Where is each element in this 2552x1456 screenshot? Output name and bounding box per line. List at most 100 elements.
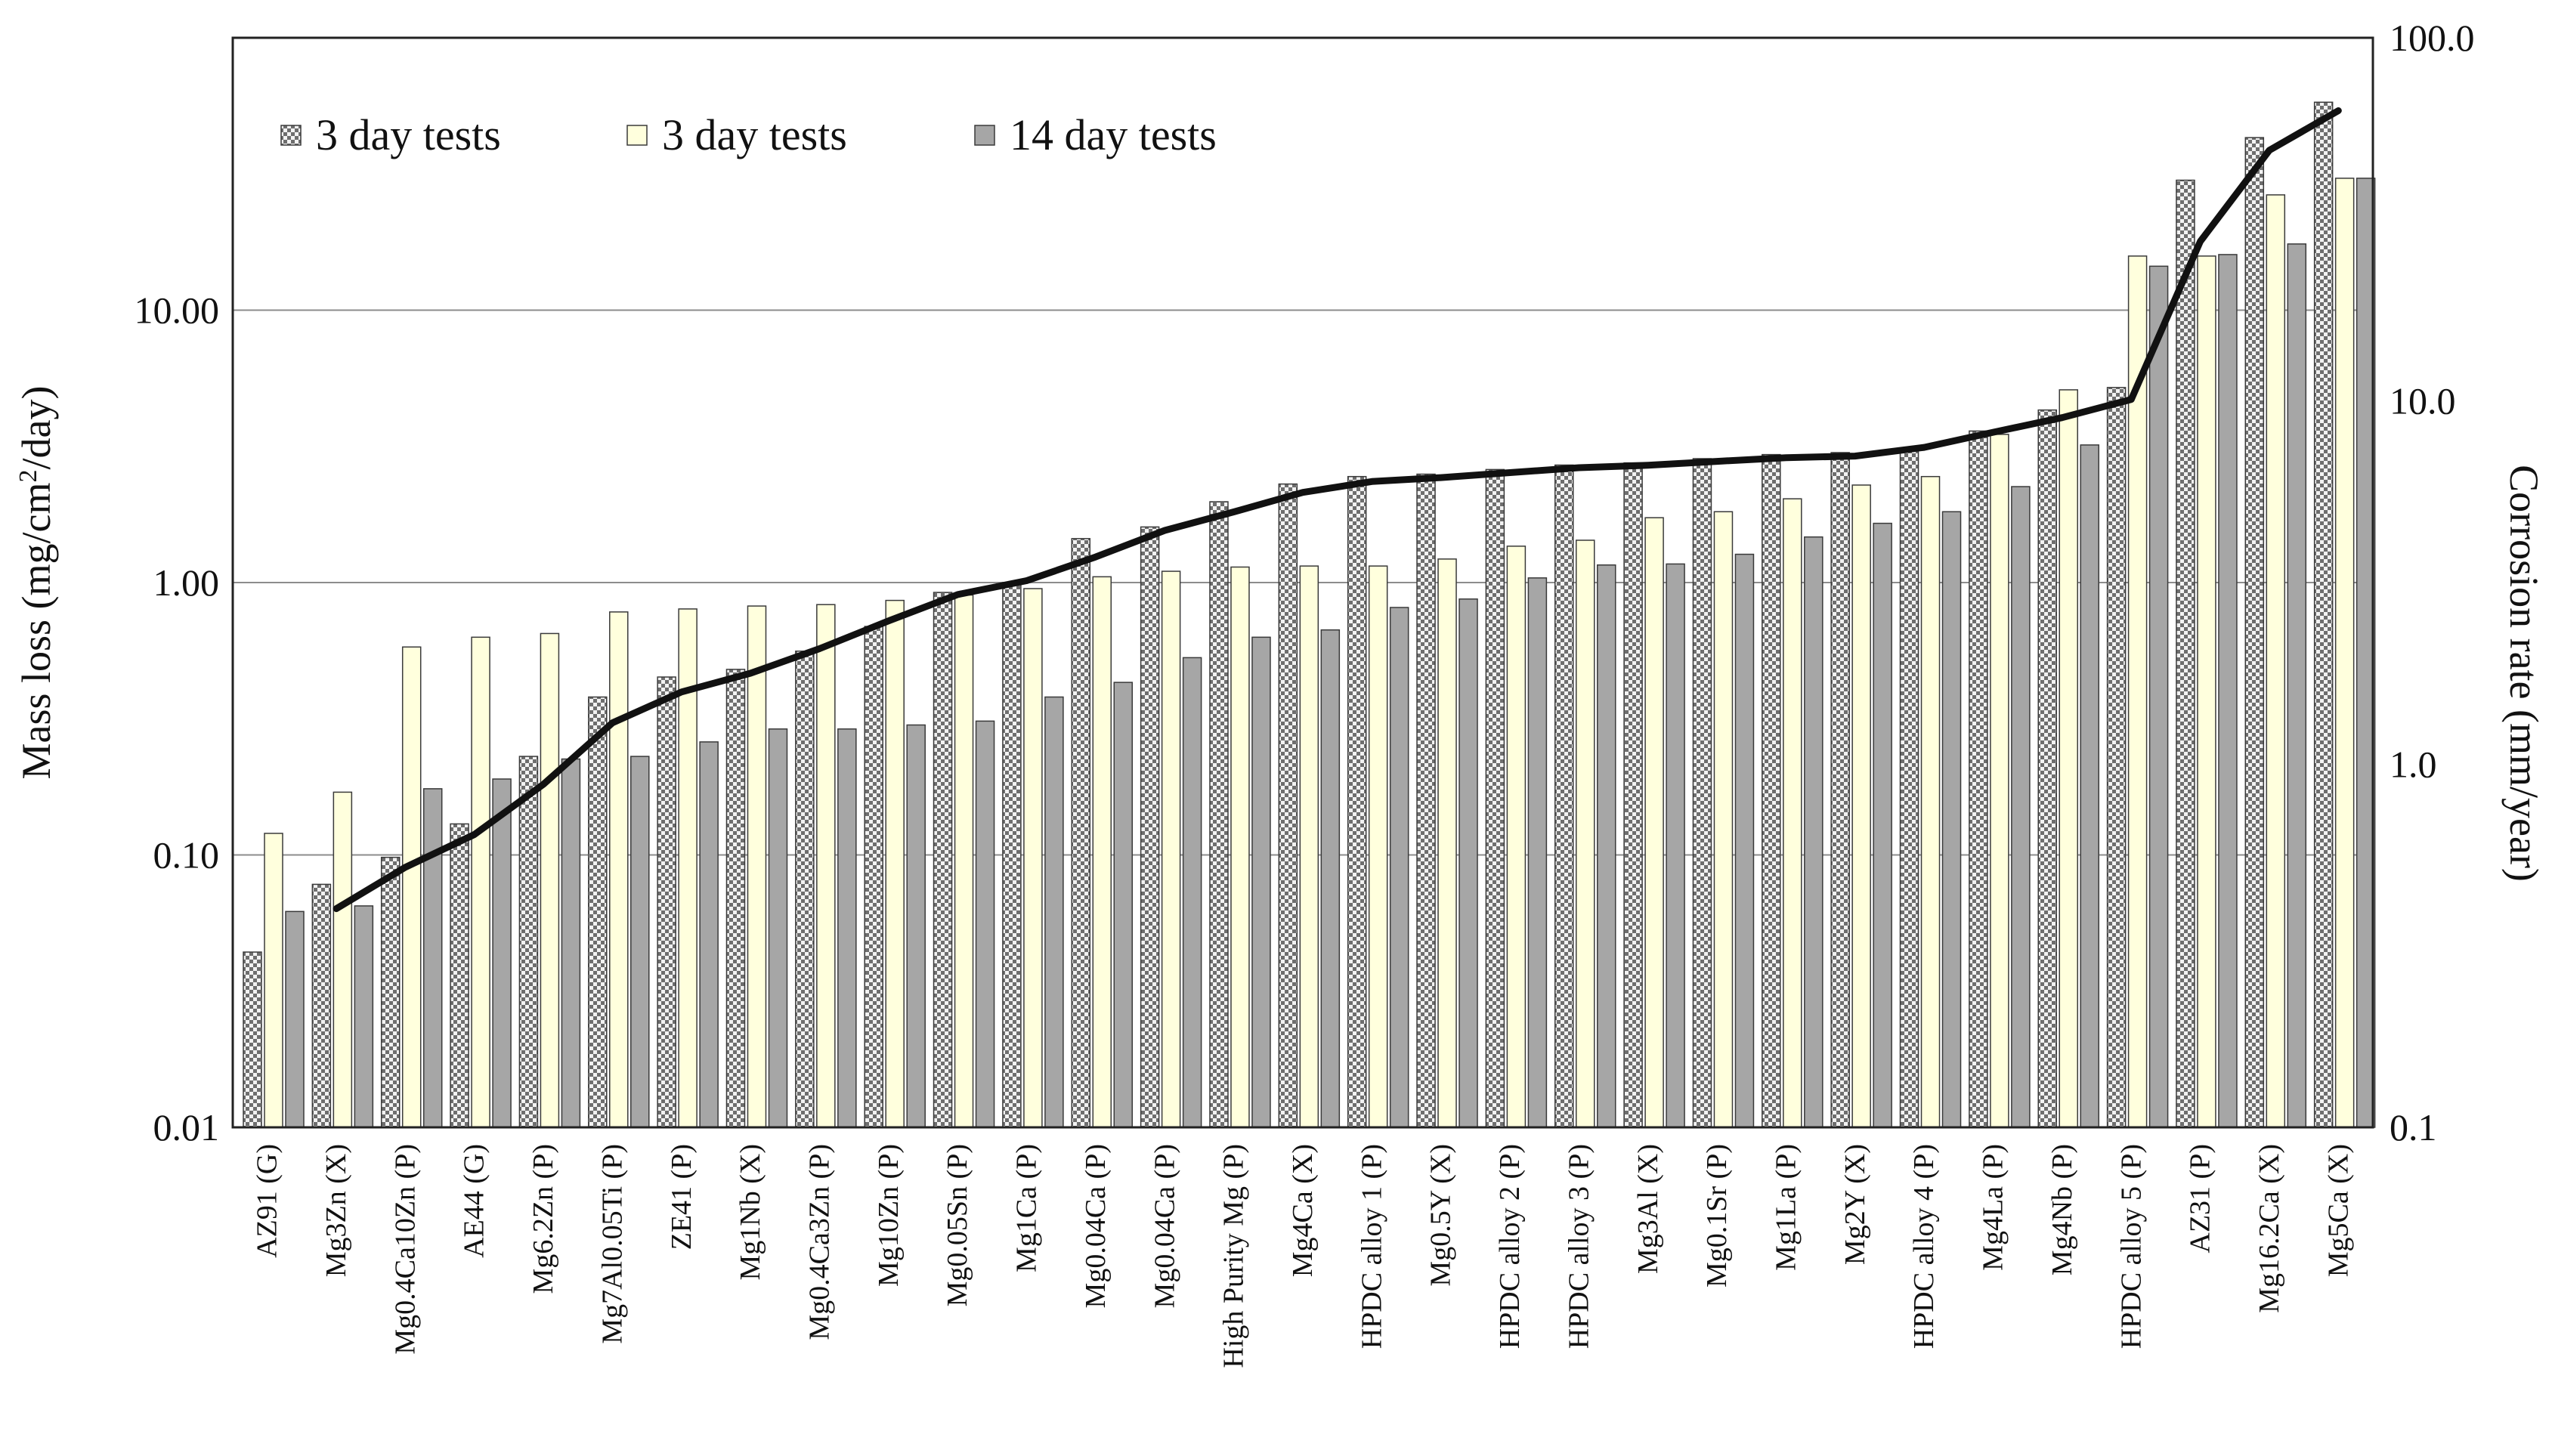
- bar-series-1: [1899, 448, 1919, 1128]
- x-tick-label: Mg3Al (X): [1632, 1144, 1664, 1274]
- bar-series-3: [285, 910, 305, 1128]
- x-tick-label: Mg2Y (X): [1839, 1144, 1871, 1265]
- bar-series-2: [1783, 498, 1802, 1128]
- bar-series-1: [1830, 452, 1850, 1128]
- bar-series-1: [1623, 462, 1643, 1128]
- legend-swatch: [626, 125, 648, 146]
- bar-series-2: [1506, 546, 1527, 1128]
- x-tick-label: Mg1Nb (X): [735, 1144, 766, 1280]
- left-tick-label: 10.00: [135, 289, 220, 332]
- x-axis-labels: AZ91 (G) Mg3Zn (X) Mg0.4Ca10Zn (P) AE44 (G)…: [252, 1144, 2355, 1368]
- x-tick-label: Mg0.4Ca10Zn (P): [389, 1144, 421, 1355]
- bar-series-3: [837, 728, 857, 1128]
- legend-swatch: [280, 125, 302, 146]
- bar-series-3: [768, 728, 788, 1128]
- x-tick-label: Mg1Ca (P): [1011, 1144, 1043, 1272]
- right-tick-label: 10.0: [2390, 380, 2456, 422]
- bar-series-3: [1873, 522, 1892, 1128]
- bar-series-3: [699, 741, 719, 1128]
- right-tick-label: 1.0: [2390, 743, 2437, 785]
- x-tick-label: Mg0.04Ca (P): [1149, 1144, 1180, 1308]
- bar-series-3: [1596, 564, 1616, 1128]
- bar-series-2: [471, 636, 490, 1128]
- bar-series-2: [2127, 255, 2148, 1128]
- bar-series-3: [1941, 511, 1962, 1128]
- bar-series-1: [864, 626, 883, 1128]
- bar-series-3: [1113, 682, 1134, 1128]
- left-axis-ticks: 0.01 0.10 1.00 10.00: [135, 289, 220, 1149]
- x-tick-label: Mg4La (P): [1978, 1144, 2009, 1271]
- bar-series-3: [1389, 607, 1409, 1128]
- bar-series-2: [1644, 517, 1664, 1128]
- bar-series-1: [1140, 526, 1160, 1128]
- bar-series-2: [2266, 194, 2286, 1128]
- x-tick-label: Mg0.1Sr (P): [1701, 1144, 1733, 1288]
- x-tick-label: AE44 (G): [459, 1144, 490, 1258]
- bar-series-3: [354, 905, 374, 1128]
- x-tick-label: Mg3Zn (X): [320, 1144, 352, 1277]
- legend-label: 14 day tests: [1010, 110, 1217, 159]
- x-tick-label: AZ91 (G): [252, 1144, 283, 1258]
- bar-series-3: [906, 724, 926, 1128]
- bar-series-2: [2197, 255, 2216, 1128]
- bar-series-1: [2176, 179, 2195, 1128]
- bar-series-2: [1990, 434, 2009, 1128]
- bar-series-1: [1071, 538, 1091, 1128]
- corrosion-rate-polyline: [333, 107, 2342, 913]
- x-tick-label: Mg0.4Ca3Zn (P): [804, 1144, 836, 1340]
- bar-series-2: [1161, 570, 1181, 1128]
- bar-series-2: [540, 632, 560, 1128]
- bar-series-1: [933, 592, 953, 1128]
- bar-series-1: [1278, 483, 1298, 1128]
- bar-series-1: [380, 856, 401, 1128]
- bar-series-2: [954, 594, 974, 1128]
- bar-series-1: [1002, 582, 1022, 1128]
- bar-series-1: [243, 951, 262, 1128]
- bar-series-3: [2218, 254, 2238, 1128]
- bar-series-3: [630, 756, 650, 1128]
- x-tick-label: HPDC alloy 1 (P): [1356, 1144, 1387, 1349]
- x-tick-label: HPDC alloy 3 (P): [1563, 1144, 1595, 1349]
- bars: [243, 101, 2376, 1128]
- bar-series-1: [1416, 473, 1436, 1128]
- bar-series-3: [975, 720, 995, 1128]
- x-tick-label: Mg16.2Ca (X): [2253, 1144, 2285, 1313]
- bar-series-2: [1437, 558, 1457, 1128]
- x-tick-label: Mg7Al0.05Ti (P): [597, 1144, 629, 1344]
- x-tick-label: HPDC alloy 4 (P): [1908, 1144, 1940, 1349]
- right-axis-label: Corrosion rate (mm/year): [2501, 465, 2547, 882]
- bar-series-1: [1485, 468, 1505, 1128]
- bar-series-2: [1920, 475, 1941, 1128]
- x-tick-label: Mg4Ca (X): [1287, 1144, 1319, 1277]
- legend-label: 3 day tests: [662, 110, 847, 159]
- bar-series-2: [1851, 484, 1871, 1128]
- bar-series-3: [2011, 486, 2031, 1128]
- bar-series-1: [1692, 458, 1712, 1128]
- bar-series-3: [1666, 563, 1685, 1128]
- bar-series-1: [657, 676, 676, 1128]
- bar-series-1: [1347, 475, 1367, 1128]
- x-tick-label: Mg6.2Zn (P): [527, 1144, 559, 1294]
- bar-series-2: [816, 604, 836, 1128]
- bar-series-3: [2080, 444, 2099, 1128]
- legend: 3 day tests 3 day tests 14 day tests: [280, 110, 1217, 159]
- x-tick-label: Mg10Zn (P): [873, 1144, 905, 1287]
- right-tick-label: 100.0: [2390, 17, 2475, 59]
- bar-series-1: [2037, 409, 2057, 1128]
- bar-series-3: [1527, 577, 1548, 1128]
- x-tick-label: High Purity Mg (P): [1218, 1144, 1250, 1368]
- bar-series-2: [264, 833, 283, 1128]
- x-tick-label: Mg5Ca (X): [2322, 1144, 2354, 1277]
- right-axis-ticks: 0.1 1.0 10.0 100.0: [2390, 17, 2475, 1148]
- bar-series-2: [885, 599, 905, 1128]
- bar-series-1: [1762, 453, 1781, 1128]
- x-tick-label: HPDC alloy 5 (P): [2115, 1144, 2147, 1349]
- bar-series-1: [2244, 137, 2265, 1128]
- bar-series-2: [609, 611, 629, 1128]
- bar-series-3: [422, 788, 443, 1128]
- bar-series-2: [2059, 389, 2078, 1128]
- bar-series-1: [2313, 101, 2334, 1128]
- bar-series-3: [2287, 243, 2307, 1128]
- bar-series-1: [1969, 430, 1988, 1128]
